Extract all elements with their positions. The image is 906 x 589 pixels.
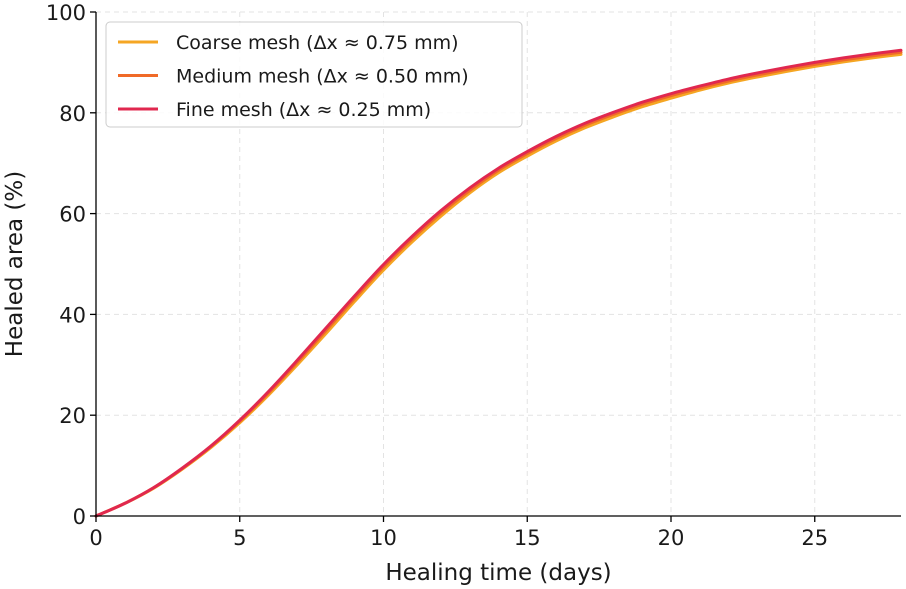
y-tick-label: 60 (59, 203, 86, 227)
legend-box (105, 21, 523, 128)
legend-label-3: Fine mesh (Δx ≈ 0.25 mm) (176, 99, 431, 121)
y-axis-title: Healed area (%) (2, 171, 28, 357)
series-line-3 (94, 48, 903, 518)
legend-label-1: Coarse mesh (Δx ≈ 0.75 mm) (176, 32, 459, 54)
x-tick-label: 10 (370, 526, 397, 550)
x-tick-label: 0 (89, 526, 102, 550)
x-axis-title: Healing time (days) (385, 560, 611, 586)
x-tick-label: 20 (658, 526, 685, 550)
x-tick-label: 5 (233, 526, 246, 550)
tick-labels: 0 5 10 15 20 25 0 20 40 60 80 100 (46, 1, 828, 550)
legend: Coarse mesh (Δx ≈ 0.75 mm) Medium mesh (Δ… (105, 21, 523, 128)
y-tick-label: 100 (46, 1, 86, 25)
y-tick-label: 20 (59, 404, 86, 428)
x-tick-label: 25 (801, 526, 828, 550)
legend-label-2: Medium mesh (Δx ≈ 0.50 mm) (176, 66, 469, 88)
y-tick-label: 80 (59, 102, 86, 126)
series-lines (94, 48, 903, 518)
x-tick-label: 15 (514, 526, 541, 550)
y-tick-label: 0 (73, 505, 86, 529)
axes (90, 11, 901, 522)
y-tick-label: 40 (59, 303, 86, 327)
